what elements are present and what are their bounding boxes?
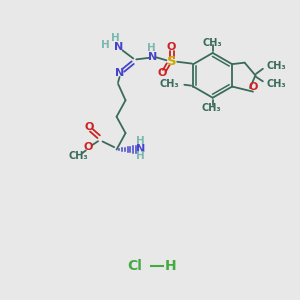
Text: H: H: [136, 136, 145, 146]
Text: N: N: [136, 144, 145, 154]
Text: S: S: [167, 55, 177, 68]
Text: N: N: [114, 42, 124, 52]
Text: CH₃: CH₃: [68, 152, 88, 161]
Text: H: H: [101, 40, 110, 50]
Text: O: O: [167, 42, 176, 52]
Text: O: O: [248, 82, 258, 92]
Text: O: O: [158, 68, 167, 78]
Text: CH₃: CH₃: [201, 103, 221, 113]
Text: O: O: [83, 142, 93, 152]
Text: N: N: [115, 68, 124, 78]
Text: H: H: [136, 152, 145, 161]
Text: O: O: [84, 122, 94, 132]
Text: H: H: [165, 260, 177, 274]
Text: N: N: [148, 52, 157, 62]
Text: Cl: Cl: [128, 260, 142, 274]
Text: CH₃: CH₃: [267, 61, 286, 71]
Text: CH₃: CH₃: [159, 79, 179, 89]
Text: H: H: [111, 34, 120, 44]
Text: H: H: [147, 43, 156, 53]
Text: CH₃: CH₃: [203, 38, 223, 47]
Text: CH₃: CH₃: [267, 79, 286, 89]
